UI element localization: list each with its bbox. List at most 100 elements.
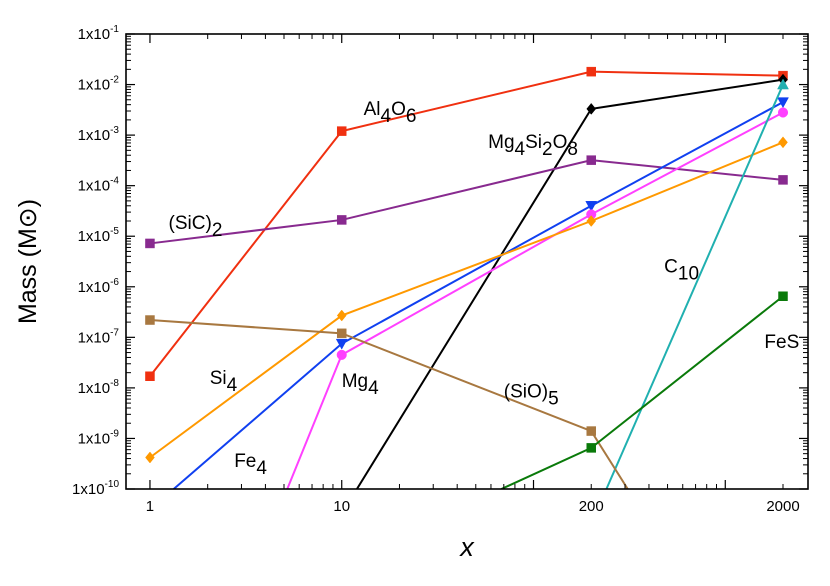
label-text: O: [553, 132, 568, 153]
data-point-square: [586, 155, 596, 165]
y-tick-base: 1x10: [78, 228, 111, 245]
y-tick-exp: -7: [110, 327, 119, 338]
y-tick-label: 1x10-5: [78, 226, 120, 245]
series-label-si4: Si4: [210, 368, 238, 396]
label-text: C: [664, 257, 678, 278]
series-label-fe4: Fe4: [234, 451, 267, 479]
label-text: (SiO): [504, 381, 548, 402]
series-layer: [145, 66, 789, 489]
y-axis-label: Mass (M⊙): [14, 199, 42, 324]
data-point-diamond: [778, 136, 788, 149]
label-subscript: 4: [515, 139, 526, 160]
series-label-sio5: (SiO)5: [504, 381, 559, 409]
y-tick-label: 1x10-6: [78, 277, 120, 296]
data-point-circle: [777, 107, 789, 118]
x-axis-label: x: [458, 532, 475, 562]
y-tick-label: 1x10-4: [78, 176, 120, 195]
data-point-diamond: [336, 309, 347, 322]
y-tick-exp: -4: [110, 176, 119, 187]
label-subscript: 6: [406, 106, 417, 127]
data-point-square: [145, 238, 155, 249]
series-label-c10: C10: [664, 257, 699, 285]
series-line-mg4: [286, 111, 784, 489]
label-text: Mg: [342, 371, 368, 392]
series-line-al4o6: [149, 70, 784, 377]
y-tick-label: 1x10-7: [78, 327, 120, 346]
y-tick-base: 1x10: [78, 77, 111, 94]
series-label-fes: FeS: [764, 332, 799, 353]
y-tick-exp: -2: [110, 75, 119, 86]
data-point-square: [778, 291, 788, 301]
data-point-diamond: [145, 451, 155, 464]
data-point-triangle-down: [777, 97, 789, 109]
label-text: O: [391, 99, 406, 120]
data-point-square: [778, 175, 788, 185]
y-tick-label: 1x10-2: [78, 75, 120, 94]
data-point-triangle-down: [585, 201, 598, 212]
label-subscript: 8: [567, 139, 578, 160]
data-point-square: [586, 443, 596, 453]
y-tick-exp: -1: [110, 24, 119, 35]
label-subscript: 4: [256, 458, 267, 479]
label-text: Mg: [488, 132, 514, 153]
series-line-fe4: [173, 101, 784, 489]
series-label-sic2: (SiC)2: [169, 213, 223, 241]
y-tick-base: 1x10: [78, 178, 111, 195]
series-line-sic2: [149, 159, 784, 245]
y-tick-exp: -8: [110, 378, 119, 389]
data-point-square: [145, 315, 155, 325]
data-point-triangle-up: [777, 78, 789, 90]
data-point-square: [336, 126, 347, 136]
label-text: Al: [364, 99, 381, 120]
y-tick-label: 1x10-10: [72, 479, 119, 498]
data-point-circle: [336, 349, 347, 360]
label-text: (SiC): [169, 213, 212, 234]
series-line-c10: [605, 84, 784, 489]
x-tick-label: 1: [146, 498, 154, 515]
y-tick-base: 1x10: [78, 430, 111, 447]
data-point-square: [145, 371, 155, 381]
label-subscript: 10: [678, 264, 699, 285]
plot-frame: [125, 33, 809, 490]
label-subscript: 2: [542, 139, 553, 160]
y-tick-label: 1x10-8: [78, 378, 120, 397]
y-tick-base: 1x10: [78, 279, 111, 296]
y-tick-exp: -5: [110, 226, 119, 237]
series-label-mg4si2o8: Mg4Si2O8: [488, 132, 578, 160]
label-subscript: 4: [380, 106, 391, 127]
axis-ticks: 1x10-101x10-91x10-81x10-71x10-61x10-51x1…: [72, 24, 808, 515]
y-tick-label: 1x10-1: [78, 24, 120, 43]
label-subscript: 5: [548, 388, 559, 409]
series-label-al4o6: Al4O6: [364, 99, 417, 127]
label-text: FeS: [764, 332, 799, 353]
y-tick-base: 1x10: [78, 26, 111, 43]
y-tick-label: 1x10-9: [78, 428, 120, 447]
label-text: Si: [525, 132, 542, 153]
x-tick-label: 2000: [766, 498, 799, 515]
y-tick-exp: -9: [110, 428, 119, 439]
data-point-triangle-down: [335, 338, 348, 350]
data-point-square: [336, 215, 347, 225]
y-tick-label: 1x10-3: [78, 125, 120, 144]
label-subscript: 4: [368, 378, 379, 399]
label-text: Fe: [234, 451, 256, 472]
y-tick-base: 1x10: [78, 380, 111, 397]
data-point-square: [336, 328, 347, 339]
label-subscript: 4: [227, 375, 238, 396]
series-label-mg4: Mg4: [342, 371, 379, 399]
data-point-square: [586, 426, 596, 436]
x-tick-label: 200: [579, 498, 604, 515]
y-tick-exp: -6: [110, 277, 119, 288]
series-line-si4: [149, 141, 784, 459]
y-tick-exp: -10: [105, 479, 120, 490]
data-point-diamond: [586, 103, 597, 115]
y-tick-exp: -3: [110, 125, 119, 136]
y-tick-base: 1x10: [72, 481, 105, 498]
label-text: Si: [210, 368, 227, 389]
data-point-square: [586, 66, 596, 77]
y-tick-base: 1x10: [78, 127, 111, 144]
series-line-sio5: [149, 319, 629, 489]
data-point-diamond: [586, 215, 597, 227]
